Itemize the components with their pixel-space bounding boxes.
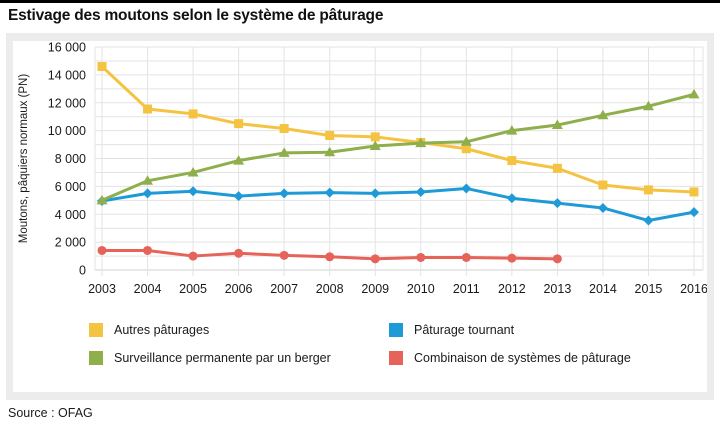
x-tick-label: 2005 xyxy=(179,282,207,296)
x-tick-label: 2013 xyxy=(543,282,571,296)
series-marker-combinaison-de-systemes-de-paturage xyxy=(97,245,107,255)
series-marker-paturage-tournant xyxy=(461,183,472,194)
series-marker-paturage-tournant xyxy=(188,186,199,197)
legend-swatch-autres-paturages xyxy=(89,323,103,337)
y-tick-label: 10 000 xyxy=(48,124,86,138)
series-marker-surveillance-permanente-par-un-berger xyxy=(642,100,654,111)
legend-item-combinaison-de-systemes-de-paturage: Combinaison de systèmes de pâturage xyxy=(389,351,707,365)
series-line-surveillance-permanente-par-un-berger xyxy=(100,92,696,202)
series-marker-paturage-tournant xyxy=(142,188,153,199)
series-line-autres-paturages xyxy=(100,65,696,194)
series-marker-autres-paturages xyxy=(552,163,562,173)
series-marker-combinaison-de-systemes-de-paturage xyxy=(188,251,198,261)
legend-item-autres-paturages: Autres pâturages xyxy=(89,323,389,337)
x-tick-label: 2003 xyxy=(88,282,116,296)
y-axis-title: Moutons, pâquiers normaux (PN) xyxy=(18,74,30,244)
legend-item-surveillance-permanente-par-un-berger: Surveillance permanente par un berger xyxy=(89,351,389,365)
series-marker-autres-paturages xyxy=(643,185,653,195)
series-marker-paturage-tournant xyxy=(552,198,563,209)
x-tick-label: 2008 xyxy=(316,282,344,296)
x-tick-label: 2006 xyxy=(225,282,253,296)
series-marker-combinaison-de-systemes-de-paturage xyxy=(325,252,335,262)
chart-panel-inner: 0 2 000 4 000 6 000 8 000 10 000 12 000 14 000 1… xyxy=(13,41,707,392)
y-tick-label: 2 000 xyxy=(55,236,86,250)
legend-label: Combinaison de systèmes de pâturage xyxy=(414,351,631,365)
series-marker-autres-paturages xyxy=(325,131,335,141)
line-chart: 0 2 000 4 000 6 000 8 000 10 000 12 000 14 000 1… xyxy=(18,41,707,296)
x-tick-label: 2011 xyxy=(453,282,480,296)
series-marker-surveillance-permanente-par-un-berger xyxy=(187,166,199,177)
series-marker-surveillance-permanente-par-un-berger xyxy=(597,109,609,120)
chart-title: Estivage des moutons selon le système de… xyxy=(8,7,384,24)
series-marker-autres-paturages xyxy=(143,104,153,114)
legend-swatch-surveillance-permanente-par-un-berger xyxy=(89,351,103,365)
y-tick-label: 0 xyxy=(79,264,86,278)
series-marker-combinaison-de-systemes-de-paturage xyxy=(552,254,562,264)
x-tick-label: 2016 xyxy=(680,282,707,296)
series-marker-autres-paturages xyxy=(689,187,699,197)
top-border xyxy=(0,0,720,3)
legend-swatch-combinaison-de-systemes-de-paturage xyxy=(389,351,403,365)
series-marker-surveillance-permanente-par-un-berger xyxy=(688,88,700,99)
series-marker-autres-paturages xyxy=(507,156,517,166)
series-marker-paturage-tournant xyxy=(324,187,335,198)
series-marker-paturage-tournant xyxy=(415,186,426,197)
x-tick-label: 2007 xyxy=(270,282,298,296)
series-marker-surveillance-permanente-par-un-berger xyxy=(506,125,518,135)
series-marker-combinaison-de-systemes-de-paturage xyxy=(461,252,471,262)
legend-label: Autres pâturages xyxy=(114,323,210,337)
series-marker-paturage-tournant xyxy=(506,193,517,204)
x-tick-label: 2004 xyxy=(134,282,162,296)
source-note: Source : OFAG xyxy=(8,406,93,420)
series-marker-combinaison-de-systemes-de-paturage xyxy=(143,245,153,255)
y-tick-label: 6 000 xyxy=(55,180,86,194)
series-marker-surveillance-permanente-par-un-berger xyxy=(551,119,563,130)
legend-label: Pâturage tournant xyxy=(414,323,515,337)
series-marker-surveillance-permanente-par-un-berger xyxy=(369,140,381,150)
series-marker-combinaison-de-systemes-de-paturage xyxy=(370,254,380,264)
y-tick-label: 4 000 xyxy=(55,208,86,222)
y-tick-label: 16 000 xyxy=(48,41,86,55)
chart-panel: 0 2 000 4 000 6 000 8 000 10 000 12 000 14 000 1… xyxy=(6,33,714,400)
series-marker-autres-paturages xyxy=(188,109,198,119)
y-tick-label: 8 000 xyxy=(55,152,86,166)
series-marker-surveillance-permanente-par-un-berger xyxy=(96,194,108,205)
series-marker-autres-paturages xyxy=(279,124,289,134)
series-marker-autres-paturages xyxy=(461,144,471,154)
series-marker-surveillance-permanente-par-un-berger xyxy=(415,137,427,148)
series-marker-paturage-tournant xyxy=(643,215,654,226)
series-marker-surveillance-permanente-par-un-berger xyxy=(233,155,245,165)
series-marker-combinaison-de-systemes-de-paturage xyxy=(279,250,289,260)
series-line-paturage-tournant xyxy=(100,186,696,223)
y-tick-label: 14 000 xyxy=(48,68,86,82)
series-marker-autres-paturages xyxy=(370,132,380,142)
series-marker-combinaison-de-systemes-de-paturage xyxy=(416,252,426,262)
legend-label: Surveillance permanente par un berger xyxy=(114,351,331,365)
series-marker-paturage-tournant xyxy=(279,188,290,199)
series-marker-paturage-tournant xyxy=(233,191,244,202)
series-marker-autres-paturages xyxy=(234,119,244,129)
series-marker-surveillance-permanente-par-un-berger xyxy=(324,146,336,157)
x-tick-label: 2014 xyxy=(589,282,617,296)
series-marker-surveillance-permanente-par-un-berger xyxy=(460,136,472,146)
series-marker-paturage-tournant xyxy=(689,207,699,218)
x-tick-label: 2012 xyxy=(498,282,526,296)
series-marker-autres-paturages xyxy=(97,62,107,72)
series-marker-combinaison-de-systemes-de-paturage xyxy=(507,253,517,263)
series-marker-surveillance-permanente-par-un-berger xyxy=(142,175,154,185)
y-tick-label: 12 000 xyxy=(48,96,86,110)
chart-legend: Autres pâturages Pâturage tournant Surveil… xyxy=(89,323,707,365)
series-marker-paturage-tournant xyxy=(597,202,608,213)
legend-swatch-paturage-tournant xyxy=(389,323,403,337)
x-tick-label: 2015 xyxy=(635,282,663,296)
series-marker-combinaison-de-systemes-de-paturage xyxy=(234,248,244,258)
series-marker-surveillance-permanente-par-un-berger xyxy=(278,147,290,157)
x-tick-label: 2009 xyxy=(361,282,389,296)
series-marker-paturage-tournant xyxy=(370,188,381,199)
x-tick-label: 2010 xyxy=(407,282,435,296)
series-marker-autres-paturages xyxy=(598,180,608,190)
legend-item-paturage-tournant: Pâturage tournant xyxy=(389,323,707,337)
